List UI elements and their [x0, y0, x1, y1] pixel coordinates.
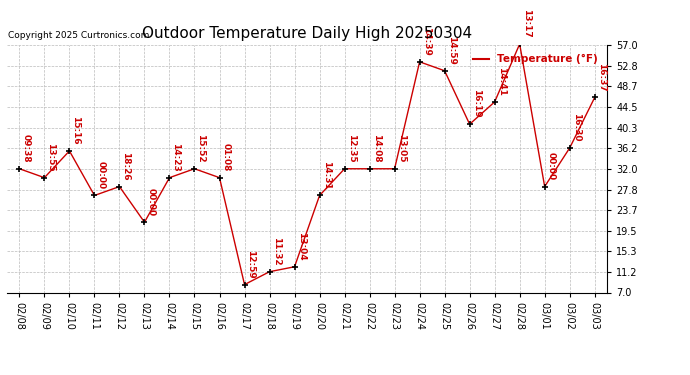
Text: 14:23: 14:23 — [172, 143, 181, 171]
Text: 13:55: 13:55 — [46, 143, 55, 171]
Text: 16:37: 16:37 — [597, 63, 606, 91]
Text: 14:59: 14:59 — [446, 36, 455, 64]
Text: 18:26: 18:26 — [121, 152, 130, 180]
Text: 00:00: 00:00 — [146, 188, 155, 216]
Text: 00:00: 00:00 — [546, 152, 555, 180]
Text: 00:00: 00:00 — [97, 161, 106, 189]
Text: 01:08: 01:08 — [221, 143, 230, 171]
Text: 09:38: 09:38 — [21, 134, 30, 163]
Text: 12:59: 12:59 — [246, 250, 255, 278]
Text: 13:04: 13:04 — [297, 232, 306, 261]
Text: 13:05: 13:05 — [397, 134, 406, 163]
Text: 11:32: 11:32 — [272, 237, 281, 266]
Text: 14:31: 14:31 — [322, 160, 331, 189]
Text: 14:39: 14:39 — [422, 27, 431, 56]
Title: Outdoor Temperature Daily High 20250304: Outdoor Temperature Daily High 20250304 — [142, 26, 472, 41]
Text: 14:08: 14:08 — [372, 134, 381, 163]
Text: Copyright 2025 Curtronics.com: Copyright 2025 Curtronics.com — [8, 30, 150, 39]
Text: 13:17: 13:17 — [522, 9, 531, 38]
Text: 14:41: 14:41 — [497, 67, 506, 96]
Text: 12:35: 12:35 — [346, 134, 355, 163]
Legend: Temperature (°F): Temperature (°F) — [469, 50, 602, 69]
Text: 16:30: 16:30 — [572, 113, 581, 142]
Text: 15:52: 15:52 — [197, 134, 206, 163]
Text: 16:19: 16:19 — [472, 89, 481, 118]
Text: 15:16: 15:16 — [72, 116, 81, 145]
